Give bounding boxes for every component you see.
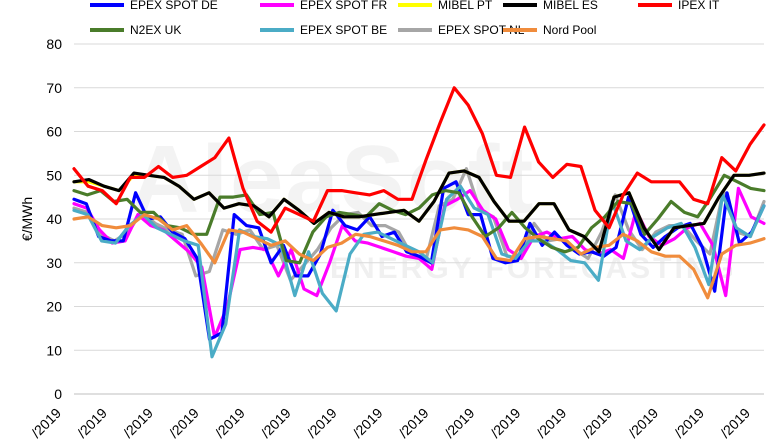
legend-label: EPEX SPOT DE	[130, 0, 218, 12]
x-tick-label: /2019	[533, 405, 569, 440]
legend-swatch	[90, 28, 124, 32]
legend-label: EPEX SPOT NL	[438, 23, 525, 37]
series-line-epex-spot-de	[72, 180, 766, 341]
x-tick-label: /2019	[671, 405, 707, 440]
legend-item: EPEX SPOT NL	[398, 22, 524, 38]
x-tick-label: /2019	[166, 405, 202, 440]
legend-swatch	[638, 3, 672, 7]
legend-item: EPEX SPOT DE	[90, 0, 218, 13]
series-line-epex-spot-be	[72, 184, 766, 359]
legend-item: EPEX SPOT FR	[260, 0, 387, 13]
series-line-ipex-it	[72, 86, 766, 234]
y-tick-label: 80	[46, 36, 62, 52]
x-tick-label: /2019	[579, 405, 615, 440]
x-tick-label: /2019	[625, 405, 661, 440]
y-tick-label: 70	[46, 80, 62, 96]
y-axis-label: €/MWh	[19, 197, 35, 241]
x-tick-label: /2019	[304, 405, 340, 440]
chart-legend: EPEX SPOT DE EPEX SPOT FR MIBEL PT MIBEL ES…	[0, 0, 780, 44]
x-tick-label: /2019	[258, 405, 294, 440]
x-tick-label: /2019	[441, 405, 477, 440]
y-tick-label: 50	[46, 167, 62, 183]
legend-swatch	[503, 28, 537, 32]
y-tick-label: 10	[46, 342, 62, 358]
legend-item: EPEX SPOT BE	[260, 22, 387, 38]
legend-swatch	[503, 3, 537, 7]
legend-item: MIBEL ES	[503, 0, 598, 13]
y-tick-label: 40	[46, 211, 62, 227]
legend-label: EPEX SPOT FR	[300, 0, 388, 12]
legend-item: N2EX UK	[90, 22, 181, 38]
x-tick-label: /2019	[350, 405, 386, 440]
x-tick-label: /2019	[120, 405, 156, 440]
series-line-mibel-es	[72, 169, 766, 254]
legend-label: EPEX SPOT BE	[300, 23, 388, 37]
x-tick-label: /2019	[717, 405, 753, 440]
series-line-nord-pool	[72, 213, 766, 300]
series-line-n2ex-uk	[72, 173, 766, 265]
legend-label: N2EX UK	[130, 23, 182, 37]
legend-item: MIBEL PT	[398, 0, 492, 13]
x-tick-label: /2019	[74, 405, 110, 440]
y-tick-label: 30	[46, 255, 62, 271]
legend-item: Nord Pool	[503, 22, 596, 38]
x-tick-label: /2019	[395, 405, 431, 440]
legend-swatch	[260, 28, 294, 32]
legend-swatch	[398, 28, 432, 32]
y-tick-label: 60	[46, 124, 62, 140]
x-tick-label: /2019	[212, 405, 248, 440]
x-tick-label: /2019	[28, 405, 64, 440]
legend-swatch	[90, 3, 124, 7]
legend-swatch	[260, 3, 294, 7]
legend-swatch	[398, 3, 432, 7]
y-tick-label: 20	[46, 299, 62, 315]
y-tick-label: 0	[54, 386, 62, 402]
legend-item: IPEX IT	[638, 0, 719, 13]
legend-label: IPEX IT	[678, 0, 720, 12]
legend-label: MIBEL PT	[438, 0, 493, 12]
legend-label: Nord Pool	[543, 23, 597, 37]
legend-label: MIBEL ES	[543, 0, 598, 12]
x-tick-label: /2019	[487, 405, 523, 440]
